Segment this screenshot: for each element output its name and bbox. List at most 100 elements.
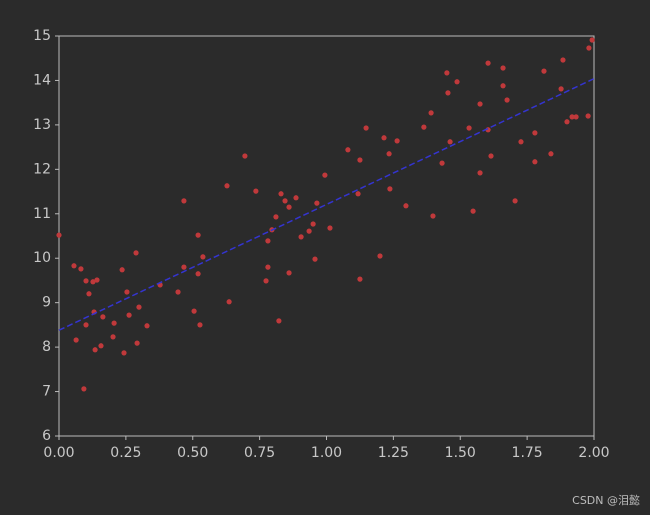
point [357, 276, 363, 282]
point [504, 97, 510, 103]
point [327, 225, 333, 231]
point [585, 113, 591, 119]
point [500, 83, 506, 89]
point [195, 271, 201, 277]
point [78, 266, 84, 272]
watermark: CSDN @泪懿 [572, 493, 640, 507]
point [136, 304, 142, 310]
point [586, 45, 592, 51]
point [381, 135, 387, 141]
point [421, 124, 427, 130]
point [345, 147, 351, 153]
y-tick-label: 10 [33, 250, 51, 266]
point [263, 278, 269, 284]
point [98, 343, 104, 349]
point [191, 308, 197, 314]
point [306, 228, 312, 234]
point [387, 186, 393, 192]
point [454, 79, 460, 85]
point [83, 322, 89, 328]
point [403, 203, 409, 209]
point [282, 198, 288, 204]
point [386, 151, 392, 157]
x-tick-label: 1.75 [512, 445, 543, 461]
point [355, 191, 361, 197]
x-tick-label: 0.00 [43, 445, 74, 461]
point [314, 200, 320, 206]
point [181, 198, 187, 204]
point [133, 250, 139, 256]
point [312, 256, 318, 262]
point [394, 138, 400, 144]
point [73, 337, 79, 343]
point [477, 170, 483, 176]
point [265, 264, 271, 270]
x-tick-label: 0.25 [110, 445, 141, 461]
point [558, 86, 564, 92]
point [532, 130, 538, 136]
point [377, 253, 383, 259]
point [428, 110, 434, 116]
x-tick-label: 1.25 [378, 445, 409, 461]
point [242, 153, 248, 159]
point [485, 60, 491, 66]
point [278, 191, 284, 197]
point [100, 314, 106, 320]
point [224, 183, 230, 189]
point [488, 153, 494, 159]
y-tick-label: 9 [42, 295, 51, 311]
point [444, 70, 450, 76]
y-tick-label: 14 [33, 72, 51, 88]
point [589, 37, 595, 43]
point [86, 291, 92, 297]
point [439, 160, 445, 166]
point [466, 125, 472, 131]
point [253, 188, 259, 194]
point [357, 157, 363, 163]
point [226, 299, 232, 305]
y-tick-label: 15 [33, 28, 51, 44]
point [477, 101, 483, 107]
point [293, 195, 299, 201]
point [532, 159, 538, 165]
point [541, 68, 547, 74]
point [569, 114, 575, 120]
point [470, 208, 476, 214]
point [518, 139, 524, 145]
point [447, 139, 453, 145]
point [181, 264, 187, 270]
point [90, 279, 96, 285]
point [195, 232, 201, 238]
point [175, 289, 181, 295]
point [512, 198, 518, 204]
point [430, 213, 436, 219]
point [110, 334, 116, 340]
point [197, 322, 203, 328]
point [126, 312, 132, 318]
point [286, 270, 292, 276]
point [134, 340, 140, 346]
point [94, 277, 100, 283]
x-tick-label: 2.00 [578, 445, 609, 461]
point [56, 232, 62, 238]
y-tick-label: 11 [33, 206, 51, 222]
point [276, 318, 282, 324]
y-tick-label: 7 [42, 384, 51, 400]
y-tick-label: 12 [33, 161, 51, 177]
point [71, 263, 77, 269]
point [124, 289, 130, 295]
x-tick-label: 1.00 [311, 445, 342, 461]
point [445, 90, 451, 96]
point [322, 172, 328, 178]
point [119, 267, 125, 273]
point [200, 254, 206, 260]
point [121, 350, 127, 356]
y-tick-label: 8 [42, 339, 51, 355]
point [273, 214, 279, 220]
point [548, 151, 554, 157]
point [310, 221, 316, 227]
x-tick-label: 1.50 [445, 445, 476, 461]
